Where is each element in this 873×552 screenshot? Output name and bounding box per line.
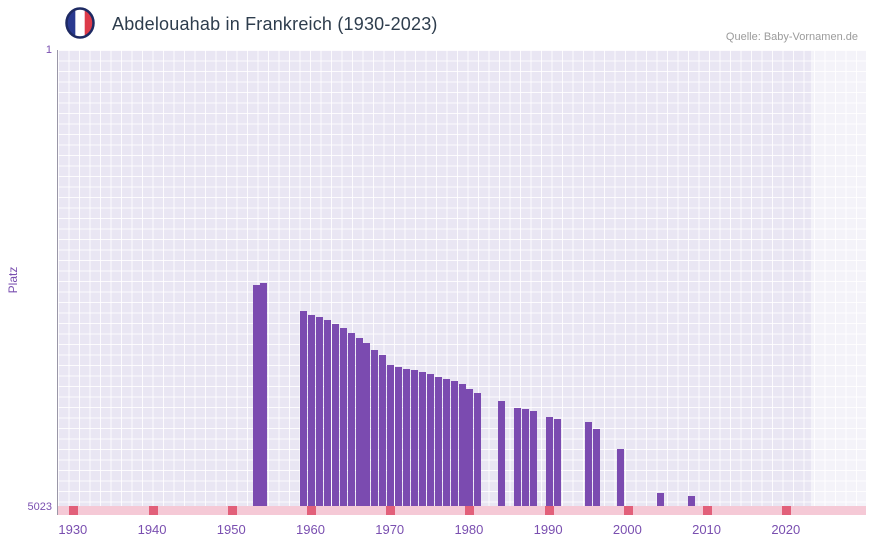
- bar-2004[interactable]: [656, 493, 664, 506]
- bar-1954[interactable]: [260, 282, 268, 506]
- x-tick-label-1940: 1940: [137, 522, 167, 537]
- unranked-strip: [58, 506, 866, 515]
- decade-mark-1940: [148, 506, 158, 515]
- chart-title: Abdelouahab in Frankreich (1930-2023): [112, 14, 438, 34]
- bar-1968[interactable]: [371, 349, 379, 506]
- bar-1975[interactable]: [426, 374, 434, 506]
- bar-1970[interactable]: [387, 364, 395, 506]
- bar-1990[interactable]: [545, 416, 553, 506]
- bar-1995[interactable]: [585, 421, 593, 506]
- bar-1996[interactable]: [593, 429, 601, 506]
- decade-mark-2000: [623, 506, 633, 515]
- x-tick-label-1930: 1930: [58, 522, 88, 537]
- plot-area[interactable]: [57, 50, 866, 515]
- bar-1962[interactable]: [323, 320, 331, 506]
- x-tick-label-2000: 2000: [612, 522, 642, 537]
- bar-1967[interactable]: [363, 343, 371, 506]
- bar-1984[interactable]: [498, 400, 506, 506]
- bar-1963[interactable]: [331, 324, 339, 506]
- no-data-band: [811, 50, 866, 515]
- bars-layer: [58, 50, 866, 515]
- x-tick-label-1960: 1960: [296, 522, 325, 537]
- bar-1979[interactable]: [458, 384, 466, 506]
- decade-mark-2020: [782, 506, 792, 515]
- bar-1961[interactable]: [315, 317, 323, 506]
- bar-1988[interactable]: [529, 410, 537, 506]
- y-axis-max-label: 1: [45, 44, 52, 56]
- bar-1971[interactable]: [395, 367, 403, 506]
- decade-mark-1930: [69, 506, 79, 515]
- bar-1987[interactable]: [521, 409, 529, 506]
- bar-1991[interactable]: [553, 418, 561, 506]
- y-axis-title: Platz: [6, 266, 20, 294]
- x-tick-label-1950: 1950: [216, 522, 246, 537]
- bar-1976[interactable]: [434, 376, 442, 506]
- bar-2008[interactable]: [688, 496, 696, 506]
- bar-1959[interactable]: [300, 310, 308, 506]
- bar-1986[interactable]: [513, 407, 521, 506]
- decade-mark-1970: [386, 506, 396, 515]
- bar-1974[interactable]: [418, 372, 426, 506]
- decade-mark-1980: [465, 506, 475, 515]
- bar-1978[interactable]: [450, 381, 458, 506]
- bar-1964[interactable]: [339, 327, 347, 506]
- bar-1973[interactable]: [410, 370, 418, 506]
- x-tick-label-1980: 1980: [454, 522, 484, 537]
- decade-mark-1950: [227, 506, 237, 515]
- decade-mark-1960: [306, 506, 316, 515]
- bar-1999[interactable]: [616, 449, 624, 506]
- decade-mark-1990: [544, 506, 554, 515]
- bar-1981[interactable]: [474, 393, 482, 506]
- bar-1965[interactable]: [347, 333, 355, 506]
- y-axis-min-label: 5023: [27, 501, 52, 513]
- decade-mark-2010: [703, 506, 713, 515]
- bar-1953[interactable]: [252, 285, 260, 506]
- bar-1960[interactable]: [307, 315, 315, 506]
- france-flag-icon: [64, 6, 96, 40]
- bar-1966[interactable]: [355, 337, 363, 506]
- decade-marks-layer: [58, 50, 866, 515]
- bar-1972[interactable]: [403, 369, 411, 506]
- bar-1969[interactable]: [379, 355, 387, 506]
- x-tick-label-1990: 1990: [533, 522, 563, 537]
- x-tick-label-2020: 2020: [771, 522, 801, 537]
- bar-1980[interactable]: [466, 389, 474, 506]
- x-tick-label-1970: 1970: [375, 522, 405, 537]
- x-tick-label-2010: 2010: [692, 522, 722, 537]
- source-attribution: Quelle: Baby-Vornamen.de: [725, 31, 858, 43]
- bar-1977[interactable]: [442, 379, 450, 506]
